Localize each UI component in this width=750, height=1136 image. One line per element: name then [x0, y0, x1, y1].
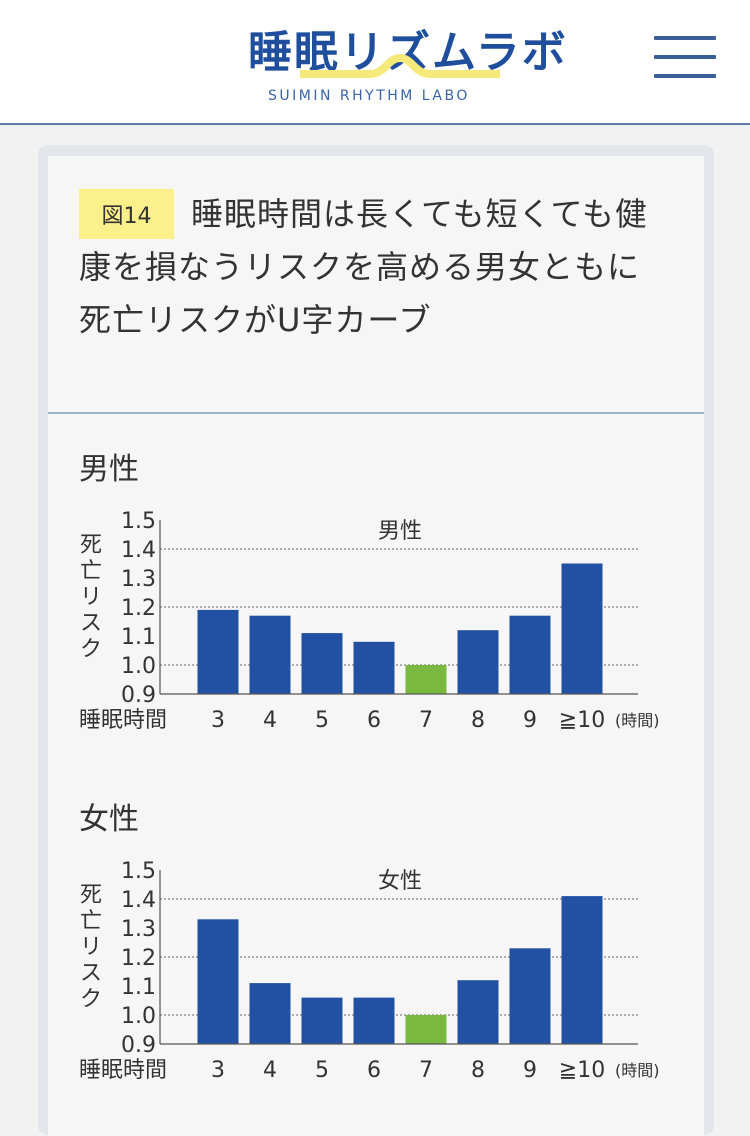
chart-title: 女性 [378, 869, 422, 894]
x-tick-label: ≧10 [559, 1058, 605, 1083]
bar-4 [249, 615, 291, 694]
y-tick-label: 1.1 [121, 975, 156, 1000]
x-tick-label: 8 [471, 1058, 485, 1083]
bar-3 [197, 919, 239, 1044]
y-axis-label-char: リ [80, 585, 102, 610]
y-tick-label: 0.9 [121, 683, 156, 708]
x-unit-label: (時間) [615, 1061, 660, 1080]
section-label-male: 男性 [79, 452, 139, 487]
hamburger-menu-icon[interactable] [654, 34, 716, 84]
x-tick-label: 6 [367, 708, 381, 733]
x-unit-label: (時間) [615, 711, 660, 730]
site-header: 睡眠リズムラボ SUIMIN RHYTHM LABO [0, 0, 750, 125]
x-tick-label: 5 [315, 708, 329, 733]
bar-7 [405, 1015, 447, 1044]
y-tick-label: 1.4 [121, 538, 156, 563]
bar-8 [457, 980, 499, 1044]
site-logo[interactable]: 睡眠リズムラボ SUIMIN RHYTHM LABO [240, 14, 566, 109]
y-axis-label-char: 死 [80, 883, 102, 908]
y-tick-label: 0.9 [121, 1033, 156, 1058]
x-tick-label: 4 [263, 1058, 277, 1083]
y-tick-label: 1.1 [121, 625, 156, 650]
y-axis-label-char: ク [80, 987, 102, 1012]
x-tick-label: 7 [419, 1058, 433, 1083]
figure-title: 睡眠時間は長くても短くても健康を損なうリスクを高める男女ともに死亡リスクがU字カ… [79, 188, 669, 347]
x-tick-label: 7 [419, 708, 433, 733]
y-axis-label-char: ク [80, 637, 102, 662]
x-tick-label: 4 [263, 708, 277, 733]
y-tick-label: 1.3 [121, 917, 156, 942]
bar-≧10 [561, 896, 603, 1044]
x-tick-label: 3 [211, 1058, 225, 1083]
bar-5 [301, 997, 343, 1044]
y-tick-label: 1.0 [121, 654, 156, 679]
y-axis-label-char: リ [80, 935, 102, 960]
section-label-female: 女性 [79, 802, 139, 837]
bar-9 [509, 948, 551, 1044]
x-tick-label: 5 [315, 1058, 329, 1083]
x-axis-label: 睡眠時間 [79, 1058, 167, 1083]
y-tick-label: 1.5 [121, 859, 156, 884]
y-tick-label: 1.2 [121, 596, 156, 621]
y-tick-label: 1.0 [121, 1004, 156, 1029]
y-tick-label: 1.4 [121, 888, 156, 913]
y-axis-label-char: 亡 [80, 559, 102, 584]
y-axis-label-char: ス [80, 961, 102, 986]
logo-title: 睡眠リズムラボ [248, 27, 568, 78]
chart-title: 男性 [378, 519, 422, 544]
x-tick-label: 9 [523, 1058, 537, 1083]
x-tick-label: ≧10 [559, 708, 605, 733]
logo-subtitle: SUIMIN RHYTHM LABO [268, 88, 470, 104]
bar-6 [353, 641, 395, 694]
x-tick-label: 3 [211, 708, 225, 733]
figure-title-area: 図14 睡眠時間は長くても短くても健康を損なうリスクを高める男女ともに死亡リスク… [48, 156, 704, 414]
bar-5 [301, 633, 343, 694]
y-tick-label: 1.2 [121, 946, 156, 971]
bar-4 [249, 983, 291, 1044]
y-axis-label-char: 亡 [80, 909, 102, 934]
x-tick-label: 8 [471, 708, 485, 733]
figure-card: 図14 睡眠時間は長くても短くても健康を損なうリスクを高める男女ともに死亡リスク… [48, 156, 704, 1136]
bar-7 [405, 665, 447, 694]
x-tick-label: 9 [523, 708, 537, 733]
figure-number-badge: 図14 [79, 189, 174, 239]
bar-≧10 [561, 563, 603, 694]
y-axis-label-char: ス [80, 611, 102, 636]
x-tick-label: 6 [367, 1058, 381, 1083]
y-tick-label: 1.3 [121, 567, 156, 592]
bar-3 [197, 609, 239, 694]
logo-wave-decoration [300, 53, 500, 78]
y-axis-label-char: 死 [80, 533, 102, 558]
x-axis-label: 睡眠時間 [79, 708, 167, 733]
bar-9 [509, 615, 551, 694]
y-tick-label: 1.5 [121, 509, 156, 534]
figure-title-text: 睡眠時間は長くても短くても健康を損なうリスクを高める男女ともに死亡リスクがU字カ… [79, 195, 648, 339]
bar-6 [353, 997, 395, 1044]
bar-8 [457, 630, 499, 694]
